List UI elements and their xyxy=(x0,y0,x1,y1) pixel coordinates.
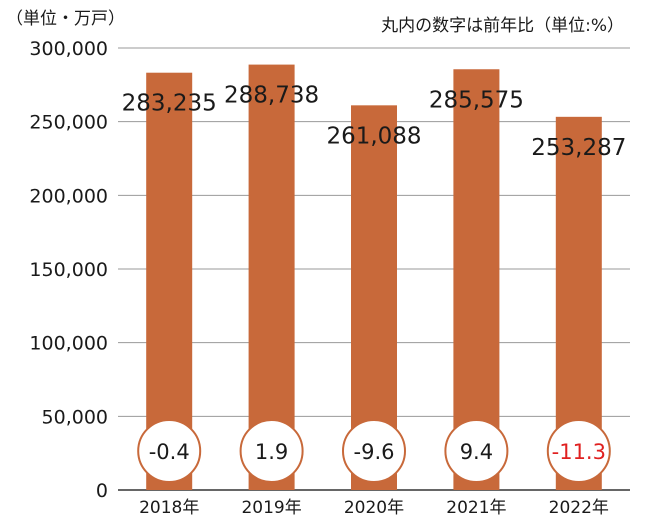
yoy-circle xyxy=(444,419,509,483)
yoy-circle xyxy=(239,419,304,483)
x-tick-label: 2021年 xyxy=(446,498,506,518)
bar-value-label: 253,287 xyxy=(531,135,626,161)
y-axis-tick-labels: 0 50,000 100,000 150,000 200,000 250,000 300,0… xyxy=(29,38,108,502)
yoy-circle xyxy=(137,419,202,483)
x-tick-label: 2022年 xyxy=(549,498,609,518)
bar-value-label: 283,235 xyxy=(122,91,217,117)
y-tick-label: 150,000 xyxy=(29,259,108,281)
yoy-circle xyxy=(546,419,611,483)
x-tick-label: 2018年 xyxy=(139,498,199,518)
x-axis-tick-labels: 2018年 2019年 2020年 2021年 2022年 xyxy=(139,498,609,518)
y-tick-label: 100,000 xyxy=(29,333,108,355)
bar-value-label: 261,088 xyxy=(326,123,421,149)
yoy-circle xyxy=(342,419,406,483)
yoy-label: -9.6 xyxy=(354,440,395,464)
bar-value-label: 285,575 xyxy=(429,87,524,113)
x-tick-label: 2020年 xyxy=(344,498,404,518)
y-tick-label: 250,000 xyxy=(29,112,108,134)
y-tick-label: 300,000 xyxy=(29,38,108,60)
yoy-label: 9.4 xyxy=(460,440,493,464)
y-tick-label: 200,000 xyxy=(29,185,108,207)
bar-value-label: 288,738 xyxy=(224,83,319,109)
y-tick-label: 50,000 xyxy=(42,406,108,428)
chart-note: 丸内の数字は前年比（単位:%） xyxy=(381,16,624,36)
yoy-circles: -0.4 1.9 -9.6 9.4 -11.3 xyxy=(137,419,611,483)
yoy-label: -11.3 xyxy=(552,440,606,464)
value-labels: 283,235 288,738 261,088 285,575 253,287 xyxy=(122,83,627,161)
yoy-label: 1.9 xyxy=(255,440,288,464)
x-tick-label: 2019年 xyxy=(241,498,301,518)
yoy-label: -0.4 xyxy=(149,440,190,464)
y-tick-label: 0 xyxy=(96,480,108,502)
unit-label: （単位・万戸） xyxy=(6,9,125,29)
